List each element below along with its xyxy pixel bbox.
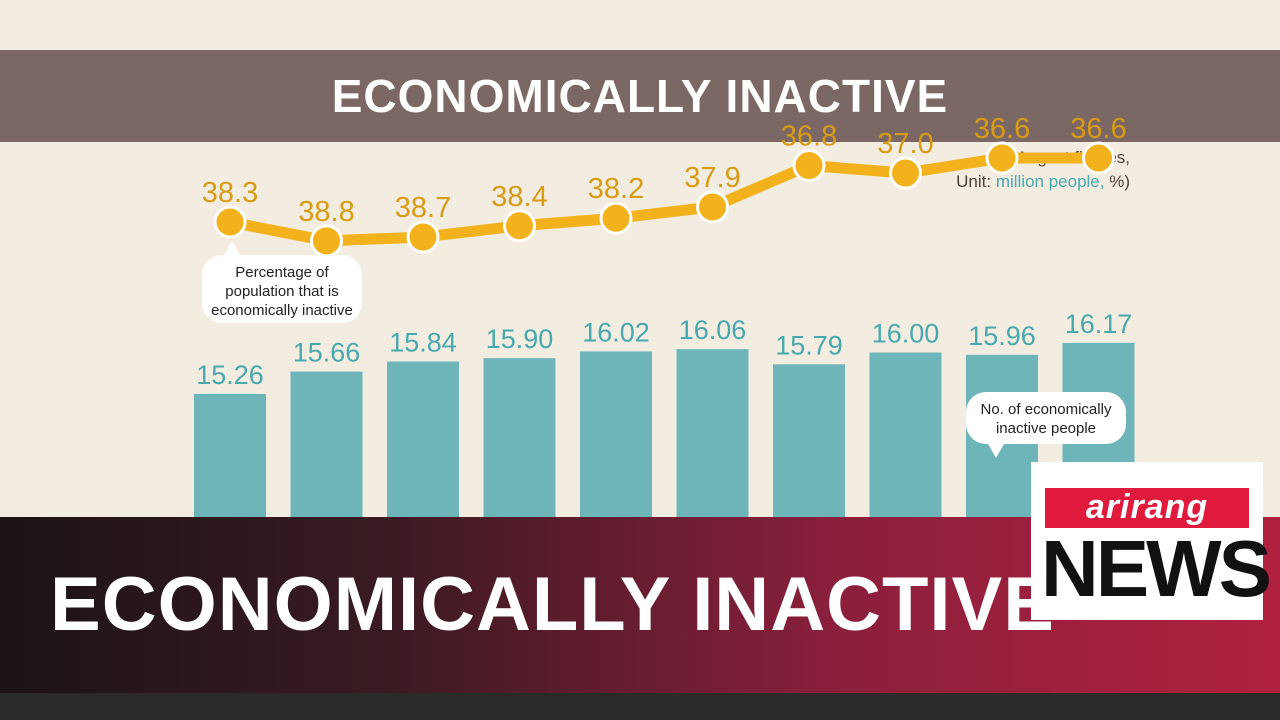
callout-percentage-tail bbox=[224, 241, 240, 255]
callout-percentage-box bbox=[202, 255, 362, 323]
bar-label-1: 15.26 bbox=[196, 360, 264, 390]
bar-label-5: 16.02 bbox=[582, 317, 650, 347]
callout-people-line-1: No. of economically bbox=[981, 401, 1112, 418]
line-label-7: 36.8 bbox=[781, 121, 837, 153]
bar-7 bbox=[773, 364, 845, 517]
line-point-4 bbox=[503, 209, 536, 243]
unit-pct: %) bbox=[1104, 172, 1130, 191]
line-point-1 bbox=[213, 205, 247, 239]
line-point-5 bbox=[599, 201, 633, 235]
line-point-10 bbox=[1082, 141, 1115, 175]
bar-1 bbox=[194, 394, 266, 517]
bar-label-4: 15.90 bbox=[486, 324, 554, 354]
logo-arirang: arirang bbox=[1045, 488, 1249, 528]
callout-percentage-line-3: economically inactive bbox=[211, 302, 353, 319]
line-label-10: 36.6 bbox=[1070, 113, 1126, 145]
callout-people-tail bbox=[988, 444, 1004, 458]
bar-label-8: 16.00 bbox=[872, 319, 940, 349]
line-label-4: 38.4 bbox=[491, 181, 547, 213]
bar-5 bbox=[580, 351, 652, 517]
chart-title: ECONOMICALLY INACTIVE bbox=[331, 70, 949, 122]
line-point-3 bbox=[406, 220, 440, 254]
line-label-5: 38.2 bbox=[588, 173, 644, 205]
unit-label: Unit: bbox=[956, 172, 996, 191]
line-point-7 bbox=[792, 149, 826, 183]
bar-label-3: 15.84 bbox=[389, 327, 457, 357]
bar-label-9: 15.96 bbox=[968, 321, 1036, 351]
callout-percentage-line-2: population that is bbox=[225, 283, 338, 300]
bar-3 bbox=[387, 361, 459, 517]
line-label-3: 38.7 bbox=[395, 192, 451, 224]
bottom-strip bbox=[0, 693, 1280, 720]
bar-2 bbox=[290, 371, 363, 517]
arirang-news-logo: arirang NEWS bbox=[1031, 462, 1272, 620]
line-label-6: 37.9 bbox=[684, 162, 740, 194]
bar-label-7: 15.79 bbox=[775, 330, 843, 360]
line-point-2 bbox=[310, 224, 343, 258]
line-point-6 bbox=[696, 190, 729, 224]
bar-label-10: 16.17 bbox=[1065, 309, 1133, 339]
title-band: ECONOMICALLY INACTIVE bbox=[0, 50, 1280, 142]
line-label-9: 36.6 bbox=[974, 113, 1030, 145]
headline: ECONOMICALLY INACTIVE bbox=[50, 562, 1055, 647]
bar-4 bbox=[483, 358, 556, 517]
callout-people: No. of economically inactive people bbox=[966, 392, 1126, 458]
bar-label-2: 15.66 bbox=[293, 338, 361, 368]
line-series bbox=[224, 152, 1104, 247]
line-point-9 bbox=[985, 141, 1019, 175]
logo-news: NEWS bbox=[1041, 524, 1272, 613]
line-label-8: 37.0 bbox=[877, 128, 933, 160]
callout-people-line-2: inactive people bbox=[996, 420, 1096, 437]
line-label-1: 38.3 bbox=[202, 177, 258, 209]
bar-6 bbox=[676, 349, 749, 517]
line-point-8 bbox=[889, 156, 922, 190]
callout-percentage-line-1: Percentage of bbox=[235, 264, 329, 281]
line-label-2: 38.8 bbox=[298, 196, 354, 228]
bar-8 bbox=[869, 352, 942, 517]
callout-people-box bbox=[966, 392, 1126, 444]
unit-people: million people, bbox=[995, 172, 1105, 191]
unit-note-line2: Unit: million people, %) bbox=[930, 170, 1130, 194]
callout-percentage: Percentage of population that is economica… bbox=[202, 241, 362, 323]
bar-label-6: 16.06 bbox=[679, 315, 747, 345]
